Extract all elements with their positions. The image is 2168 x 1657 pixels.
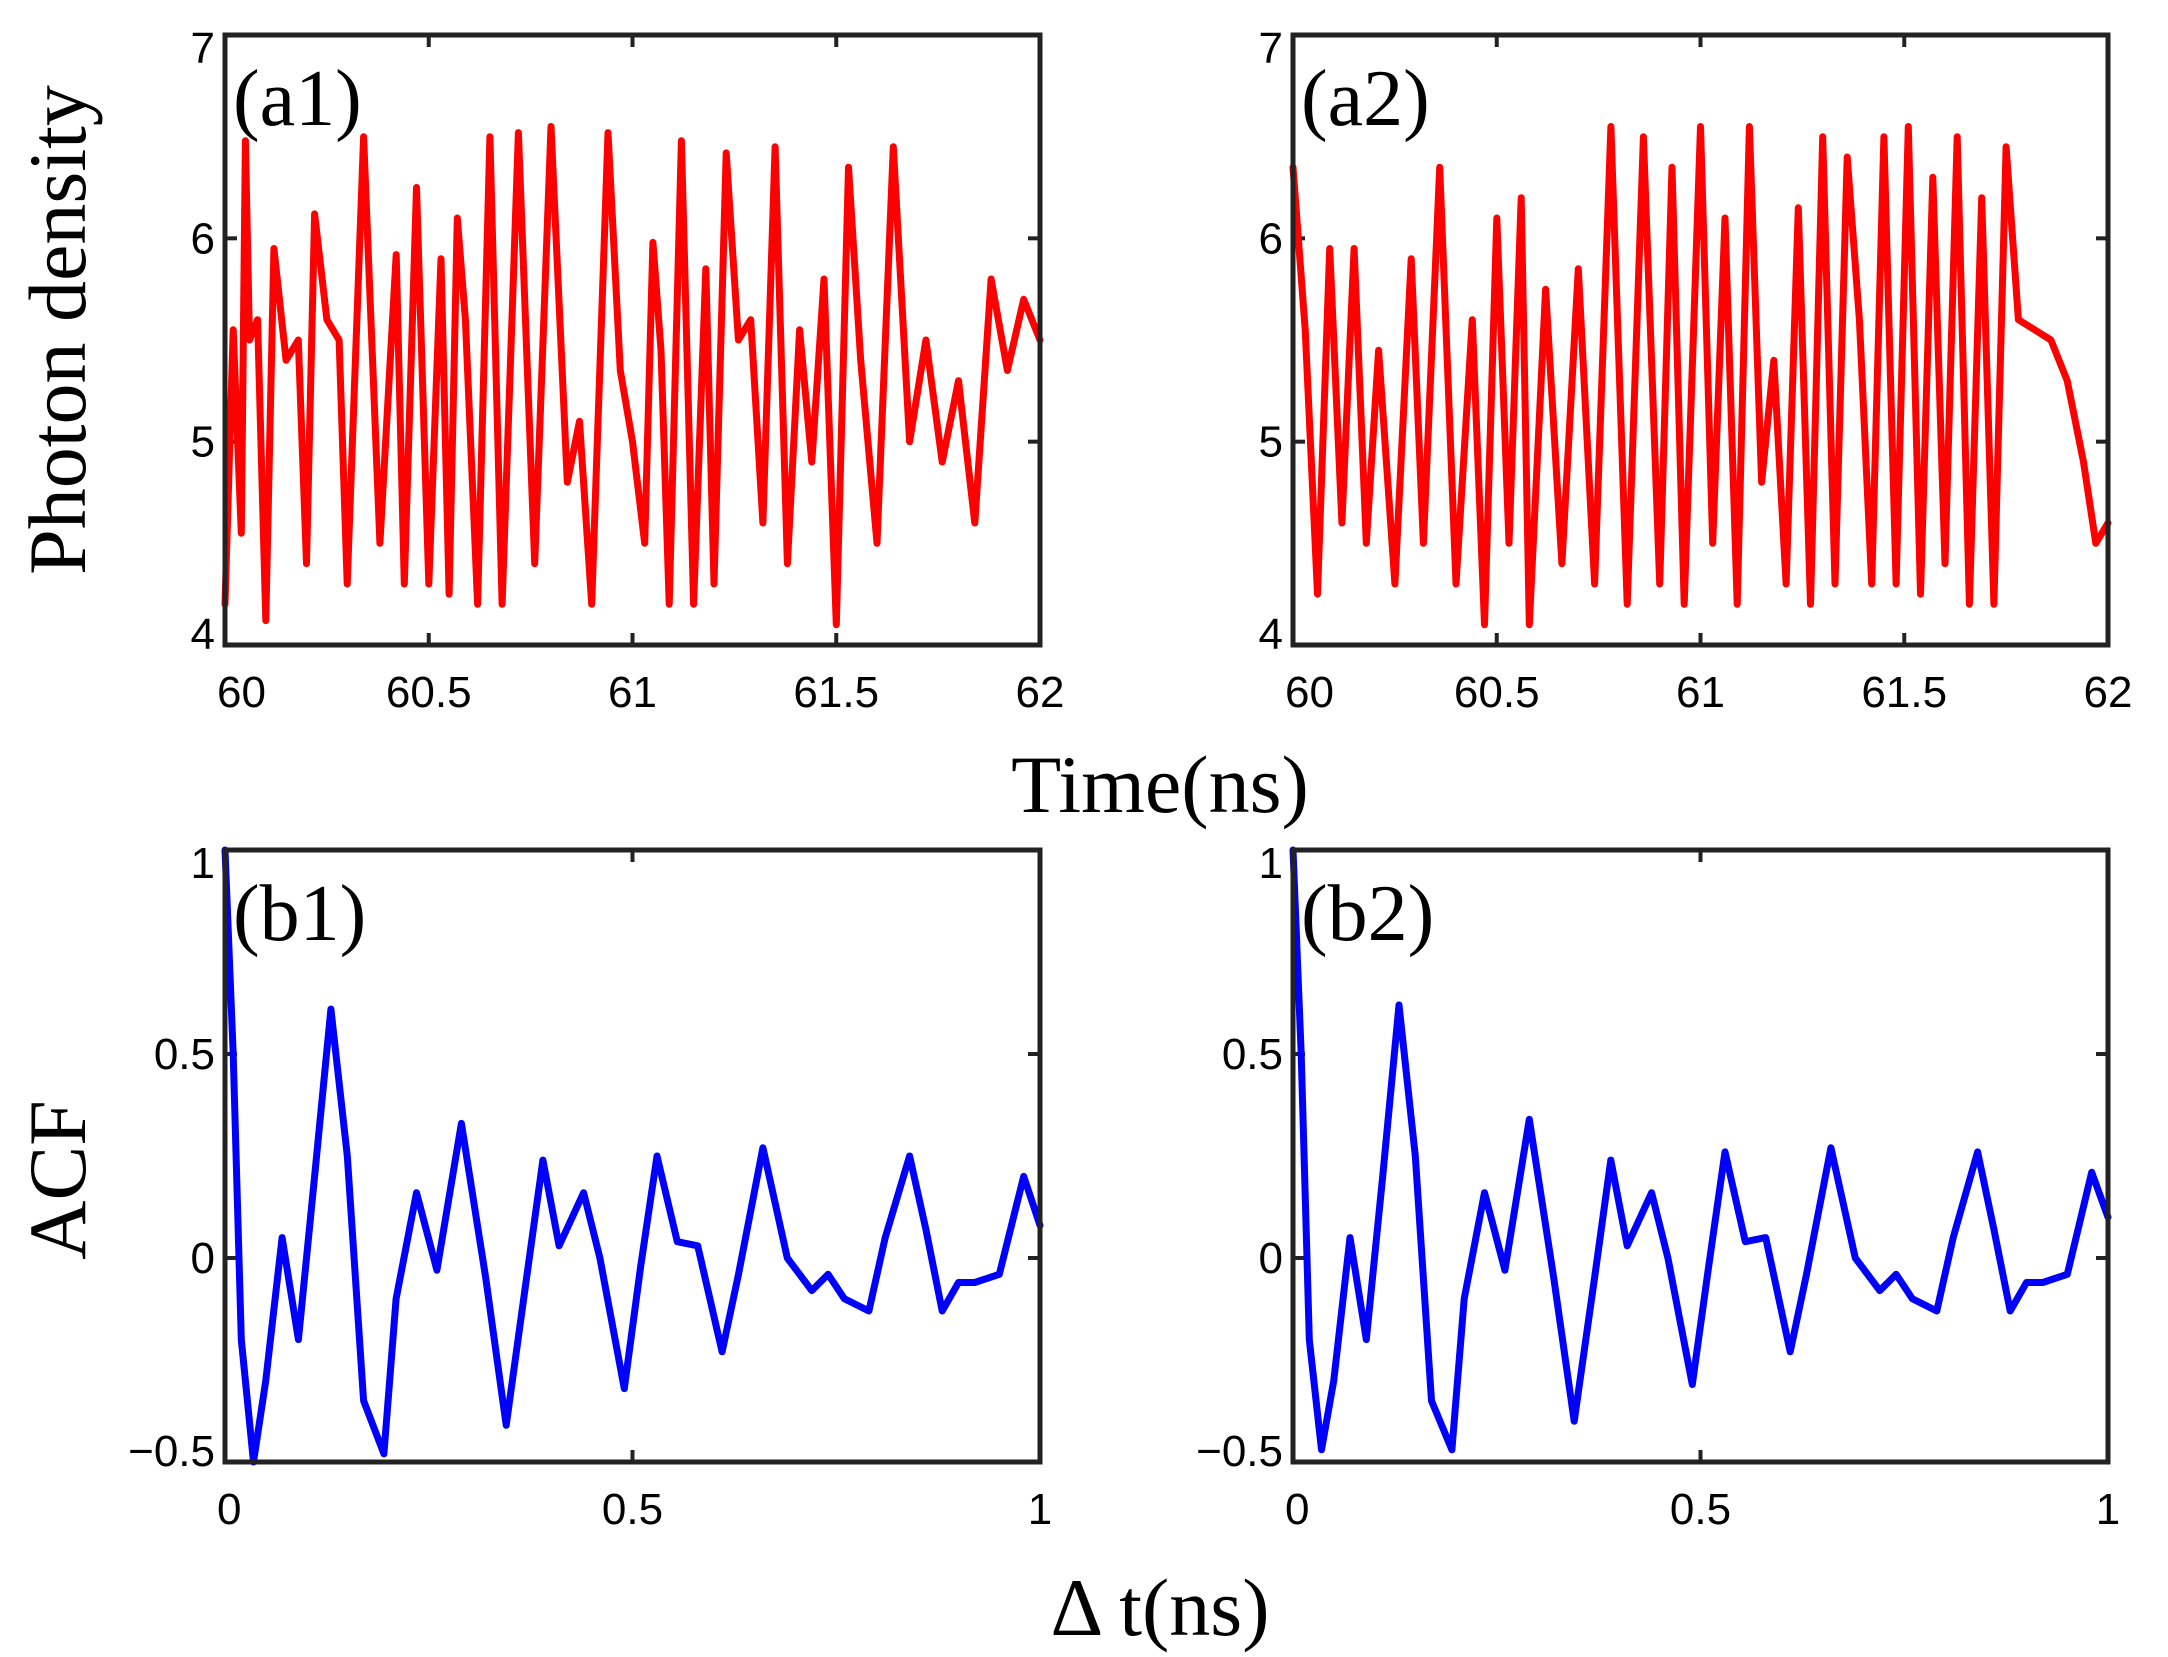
y-tick-label: 7	[1259, 24, 1283, 73]
series-line-a2	[1289, 123, 2112, 629]
y-tick-label: 0	[1259, 1234, 1283, 1283]
x-tick-label: 62	[2084, 668, 2133, 717]
y-tick-label: −0.5	[128, 1427, 215, 1476]
panel-label: (b1)	[233, 870, 366, 958]
y-tick-label: 6	[191, 214, 215, 263]
top-y-axis-label: Photon density	[12, 85, 103, 575]
plot-frame	[1290, 847, 2111, 1465]
panel-1: 60 60.5 61 61.5 62 4 5 6 7 (a2)	[1259, 24, 2133, 717]
panel-0: 60 60.5 61 61.5 62 4 5 6 7 (a1)	[191, 24, 1065, 717]
x-tick-label: 60	[217, 668, 266, 717]
x-tick-label: 0	[1285, 1485, 1309, 1534]
y-tick-label: 0.5	[154, 1030, 215, 1079]
panel-label: (a1)	[233, 55, 362, 143]
x-tick-label: 60.5	[386, 668, 472, 717]
x-tick-label: 1	[2096, 1485, 2120, 1534]
y-tick-label: 1	[191, 839, 215, 888]
panels-layer: 60 60.5 61 61.5 62 4 5 6 7 (a1) 60 60.5 61 61.5 62 4 5 6 7…	[128, 24, 2132, 1534]
x-tick-label: 0.5	[1670, 1485, 1731, 1534]
y-tick-label: −0.5	[1196, 1427, 1283, 1476]
panel-label: (a2)	[1301, 55, 1430, 143]
bottom-x-axis-label: Δ t(ns)	[1050, 1562, 1269, 1653]
panel-label: (b2)	[1301, 870, 1434, 958]
panel-3: 0 0.5 1−0.500.51(b2)	[1196, 839, 2120, 1534]
x-tick-label: 0.5	[602, 1485, 663, 1534]
x-tick-label: 61	[608, 668, 657, 717]
x-tick-label: 62	[1016, 668, 1065, 717]
y-tick-label: 4	[191, 610, 215, 659]
x-tick-label: 1	[1028, 1485, 1052, 1534]
y-tick-label: 5	[191, 418, 215, 467]
x-tick-label: 61.5	[1861, 668, 1947, 717]
series-line-a1	[221, 123, 1044, 629]
panel-2: 0 0.5 1−0.500.51(b1)	[128, 839, 1052, 1534]
series-line-b2	[1289, 846, 2112, 1454]
y-tick-label: 0	[191, 1234, 215, 1283]
plot-frame	[222, 32, 1043, 648]
top-x-axis-label: Time(ns)	[1011, 739, 1309, 830]
y-tick-label: 7	[191, 24, 215, 73]
y-tick-label: 4	[1259, 610, 1283, 659]
plot-frame	[222, 847, 1043, 1465]
y-tick-label: 6	[1259, 214, 1283, 263]
x-tick-label: 61	[1676, 668, 1725, 717]
y-tick-label: 5	[1259, 418, 1283, 467]
y-tick-label: 0.5	[1222, 1030, 1283, 1079]
series-line-b1	[221, 846, 1044, 1466]
plot-frame	[1290, 32, 2111, 648]
x-tick-label: 0	[217, 1485, 241, 1534]
bottom-y-axis-label: ACF	[12, 1100, 103, 1260]
x-tick-label: 61.5	[793, 668, 879, 717]
x-tick-label: 60	[1285, 668, 1334, 717]
x-tick-label: 60.5	[1454, 668, 1540, 717]
y-tick-label: 1	[1259, 839, 1283, 888]
